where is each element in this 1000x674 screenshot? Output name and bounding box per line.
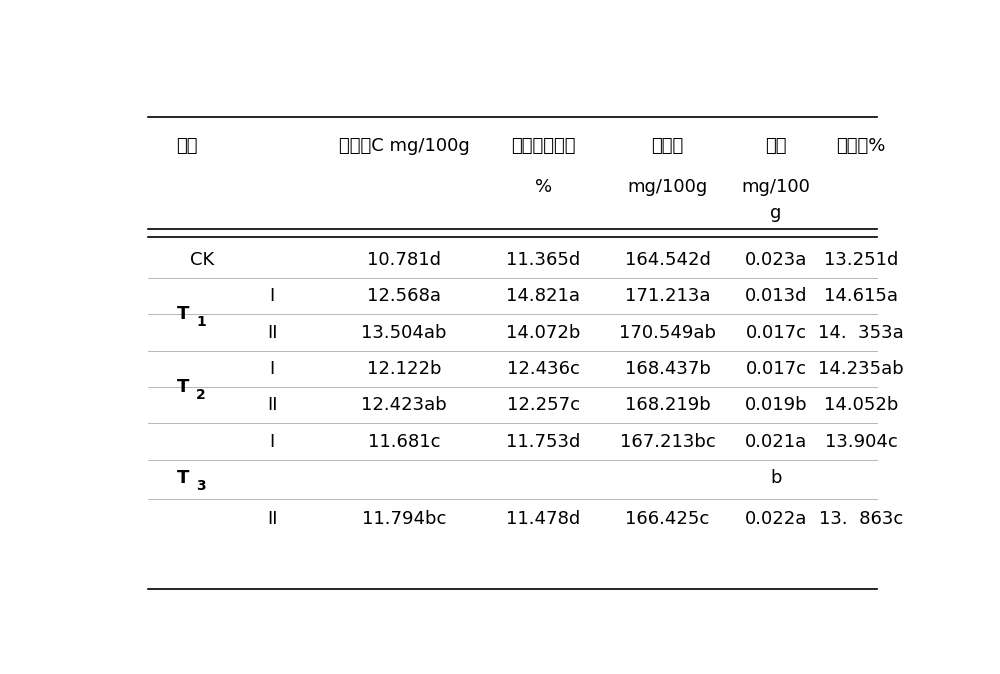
Text: T: T <box>177 305 189 324</box>
Text: 14.  353a: 14. 353a <box>818 324 904 342</box>
Text: 0.022a: 0.022a <box>745 510 807 528</box>
Text: 0.017c: 0.017c <box>746 324 806 342</box>
Text: 13.  863c: 13. 863c <box>819 510 903 528</box>
Text: mg/100g: mg/100g <box>627 178 708 196</box>
Text: 171.213a: 171.213a <box>625 287 710 305</box>
Text: 12.122b: 12.122b <box>367 360 441 378</box>
Text: 0.023a: 0.023a <box>745 251 807 269</box>
Text: 11.478d: 11.478d <box>506 510 581 528</box>
Text: 12.436c: 12.436c <box>507 360 580 378</box>
Text: 11.681c: 11.681c <box>368 433 440 451</box>
Text: 代号: 代号 <box>176 137 198 155</box>
Text: 总酸: 总酸 <box>765 137 787 155</box>
Text: 170.549ab: 170.549ab <box>619 324 716 342</box>
Text: 11.753d: 11.753d <box>506 433 581 451</box>
Text: 0.017c: 0.017c <box>746 360 806 378</box>
Text: II: II <box>267 510 278 528</box>
Text: I: I <box>270 360 275 378</box>
Text: 可溶性固形物: 可溶性固形物 <box>511 137 576 155</box>
Text: 12.257c: 12.257c <box>507 396 580 415</box>
Text: 花青素: 花青素 <box>651 137 684 155</box>
Text: 11.794bc: 11.794bc <box>362 510 446 528</box>
Text: 0.021a: 0.021a <box>745 433 807 451</box>
Text: 166.425c: 166.425c <box>625 510 710 528</box>
Text: 14.052b: 14.052b <box>824 396 898 415</box>
Text: 维生素C mg/100g: 维生素C mg/100g <box>339 137 469 155</box>
Text: 14.821a: 14.821a <box>507 287 580 305</box>
Text: b: b <box>770 469 782 487</box>
Text: 糖酸比%: 糖酸比% <box>837 137 886 155</box>
Text: 13.904c: 13.904c <box>825 433 898 451</box>
Text: 10.781d: 10.781d <box>367 251 441 269</box>
Text: 12.568a: 12.568a <box>367 287 441 305</box>
Text: 14.072b: 14.072b <box>506 324 581 342</box>
Text: 11.365d: 11.365d <box>506 251 581 269</box>
Text: %: % <box>535 178 552 196</box>
Text: 12.423ab: 12.423ab <box>361 396 447 415</box>
Text: 13.251d: 13.251d <box>824 251 898 269</box>
Text: 0.013d: 0.013d <box>745 287 807 305</box>
Text: 13.504ab: 13.504ab <box>361 324 447 342</box>
Text: 0.019b: 0.019b <box>745 396 807 415</box>
Text: 167.213bc: 167.213bc <box>620 433 715 451</box>
Text: 14.615a: 14.615a <box>824 287 898 305</box>
Text: 168.437b: 168.437b <box>625 360 710 378</box>
Text: T: T <box>177 378 189 396</box>
Text: II: II <box>267 396 278 415</box>
Text: II: II <box>267 324 278 342</box>
Text: T: T <box>177 469 189 487</box>
Text: 168.219b: 168.219b <box>625 396 710 415</box>
Text: 164.542d: 164.542d <box>625 251 710 269</box>
Text: CK: CK <box>190 251 215 269</box>
Text: 14.235ab: 14.235ab <box>818 360 904 378</box>
Text: 3: 3 <box>196 479 206 493</box>
Text: 1: 1 <box>196 315 206 329</box>
Text: g: g <box>770 204 782 222</box>
Text: mg/100: mg/100 <box>742 178 810 196</box>
Text: 2: 2 <box>196 388 206 402</box>
Text: I: I <box>270 287 275 305</box>
Text: I: I <box>270 433 275 451</box>
